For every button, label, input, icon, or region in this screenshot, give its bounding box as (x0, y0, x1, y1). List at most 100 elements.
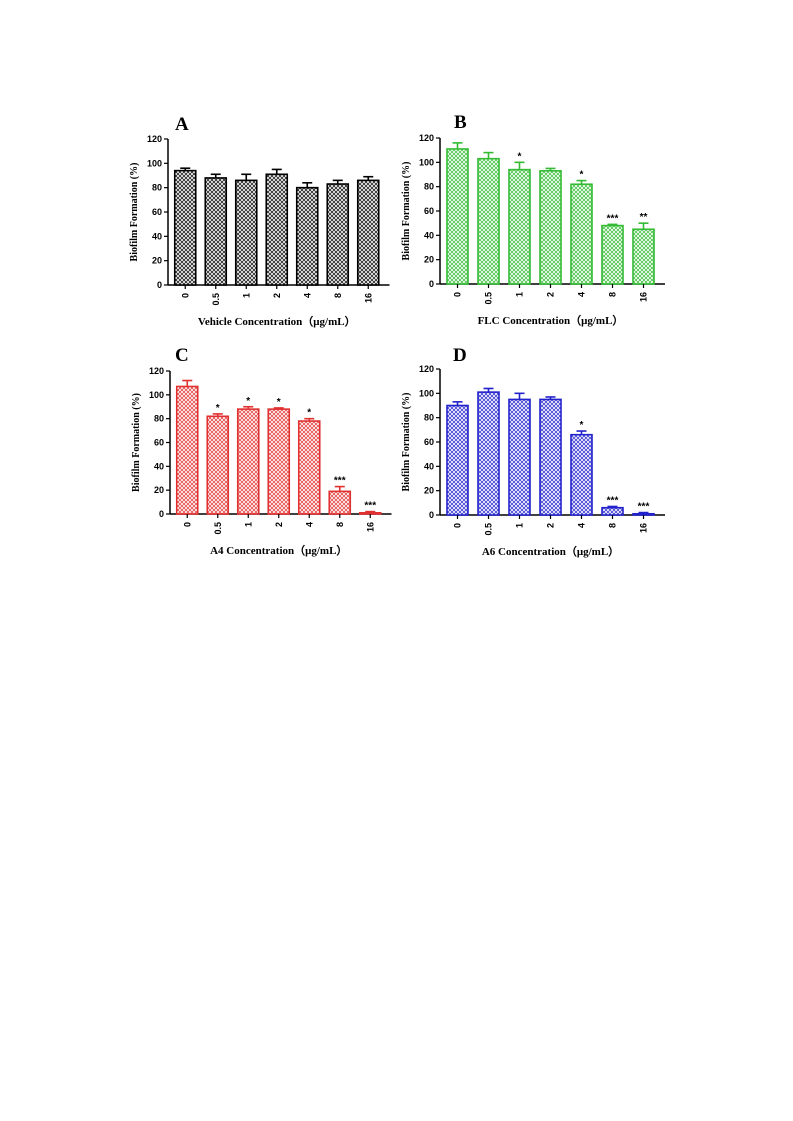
significance-label: * (580, 420, 584, 431)
y-tick-label: 20 (424, 255, 434, 265)
y-tick-label: 40 (424, 230, 434, 240)
x-tick-label: 0.5 (213, 522, 223, 535)
y-tick-label: 60 (424, 206, 434, 216)
x-tick-label: 1 (515, 292, 525, 297)
x-tick-label: 16 (639, 523, 649, 533)
bar (204, 177, 228, 286)
x-axis-label: Vehicle Concentration（μg/mL） (198, 315, 356, 328)
bar (358, 512, 382, 515)
x-tick-label: 8 (333, 293, 343, 298)
bar (477, 157, 500, 285)
y-tick-label: 80 (424, 413, 434, 423)
bar (539, 398, 562, 516)
significance-label: *** (607, 495, 619, 506)
bar (446, 148, 469, 285)
x-axis-label: A4 Concentration（μg/mL） (210, 544, 347, 557)
x-tick-label: 2 (546, 292, 556, 297)
x-tick-label: 2 (274, 522, 284, 527)
bar (267, 408, 291, 515)
y-axis-label: Biofilm Formation (%) (401, 162, 412, 261)
bar (175, 385, 199, 515)
significance-label: * (307, 408, 311, 419)
y-tick-label: 20 (152, 256, 162, 266)
x-tick-label: 4 (577, 523, 587, 528)
y-tick-label: 120 (419, 133, 434, 143)
significance-label: ** (640, 212, 648, 223)
x-tick-label: 0 (453, 292, 463, 297)
x-tick-label: 1 (241, 293, 251, 298)
significance-label: *** (364, 501, 376, 512)
y-tick-label: 40 (424, 461, 434, 471)
bar (570, 183, 593, 285)
panel-letter: C (175, 345, 189, 366)
y-axis-label: Biofilm Formation (%) (131, 393, 142, 492)
panel-letter: D (453, 345, 467, 366)
panel-d: D 0 20 40 60 80 100 120 Biofilm Formation (%) 0 0.… (401, 345, 665, 558)
significance-label: * (277, 397, 281, 408)
significance-label: *** (607, 213, 619, 224)
bar (632, 228, 655, 285)
bar (234, 179, 258, 286)
y-tick-label: 60 (152, 207, 162, 217)
bar (328, 490, 352, 515)
panel-letter: B (454, 112, 467, 133)
y-tick-label: 60 (154, 438, 164, 448)
significance-label: * (246, 396, 250, 407)
y-tick-label: 20 (424, 486, 434, 496)
x-tick-label: 0.5 (211, 293, 221, 306)
bar (508, 398, 531, 516)
x-tick-label: 2 (272, 293, 282, 298)
significance-label: *** (334, 476, 346, 487)
x-tick-label: 16 (639, 292, 649, 302)
bar (265, 173, 289, 286)
bar (173, 169, 197, 286)
y-tick-label: 40 (154, 461, 164, 471)
significance-label: * (518, 151, 522, 162)
x-tick-label: 2 (546, 523, 556, 528)
panel-a: A 0 20 40 60 80 100 120 Biofilm Formation (%) 0 0.… (129, 114, 390, 328)
x-tick-label: 1 (243, 522, 253, 527)
y-tick-label: 100 (149, 390, 164, 400)
y-axis-label: Biofilm Formation (%) (401, 393, 412, 492)
bar (539, 170, 562, 285)
bar (206, 415, 230, 515)
y-tick-label: 100 (147, 158, 162, 168)
x-axis-label: FLC Concentration（μg/mL） (478, 314, 624, 327)
bar (601, 224, 624, 285)
bar (508, 168, 531, 285)
x-tick-label: 8 (335, 522, 345, 527)
x-tick-label: 0 (180, 293, 190, 298)
y-tick-label: 0 (157, 280, 162, 290)
y-tick-label: 120 (147, 134, 162, 144)
x-tick-label: 0.5 (484, 292, 494, 305)
panel-c: C 0 20 40 60 80 100 120 Biofilm Formation (%) 0 * 0… (131, 345, 392, 557)
y-tick-label: 0 (159, 509, 164, 519)
y-tick-label: 60 (424, 437, 434, 447)
bar (601, 506, 624, 516)
y-tick-label: 80 (152, 183, 162, 193)
y-tick-label: 120 (419, 364, 434, 374)
bar (477, 391, 500, 516)
panel-letter: A (175, 114, 189, 135)
bar (295, 186, 319, 286)
bar (632, 512, 655, 516)
x-tick-label: 16 (365, 522, 375, 532)
significance-label: *** (638, 502, 650, 513)
x-tick-label: 4 (302, 293, 312, 298)
y-axis-label: Biofilm Formation (%) (129, 163, 140, 262)
y-tick-label: 0 (429, 510, 434, 520)
x-tick-label: 1 (515, 523, 525, 528)
bar (297, 420, 321, 515)
bar (236, 408, 260, 515)
x-tick-label: 16 (363, 293, 373, 303)
y-tick-label: 20 (154, 485, 164, 495)
x-tick-label: 0.5 (484, 523, 494, 536)
y-tick-label: 80 (424, 182, 434, 192)
y-tick-label: 40 (152, 231, 162, 241)
x-tick-label: 4 (304, 522, 314, 527)
x-tick-label: 0 (453, 523, 463, 528)
y-tick-label: 100 (419, 157, 434, 167)
bar (446, 404, 469, 516)
bar (356, 179, 380, 286)
